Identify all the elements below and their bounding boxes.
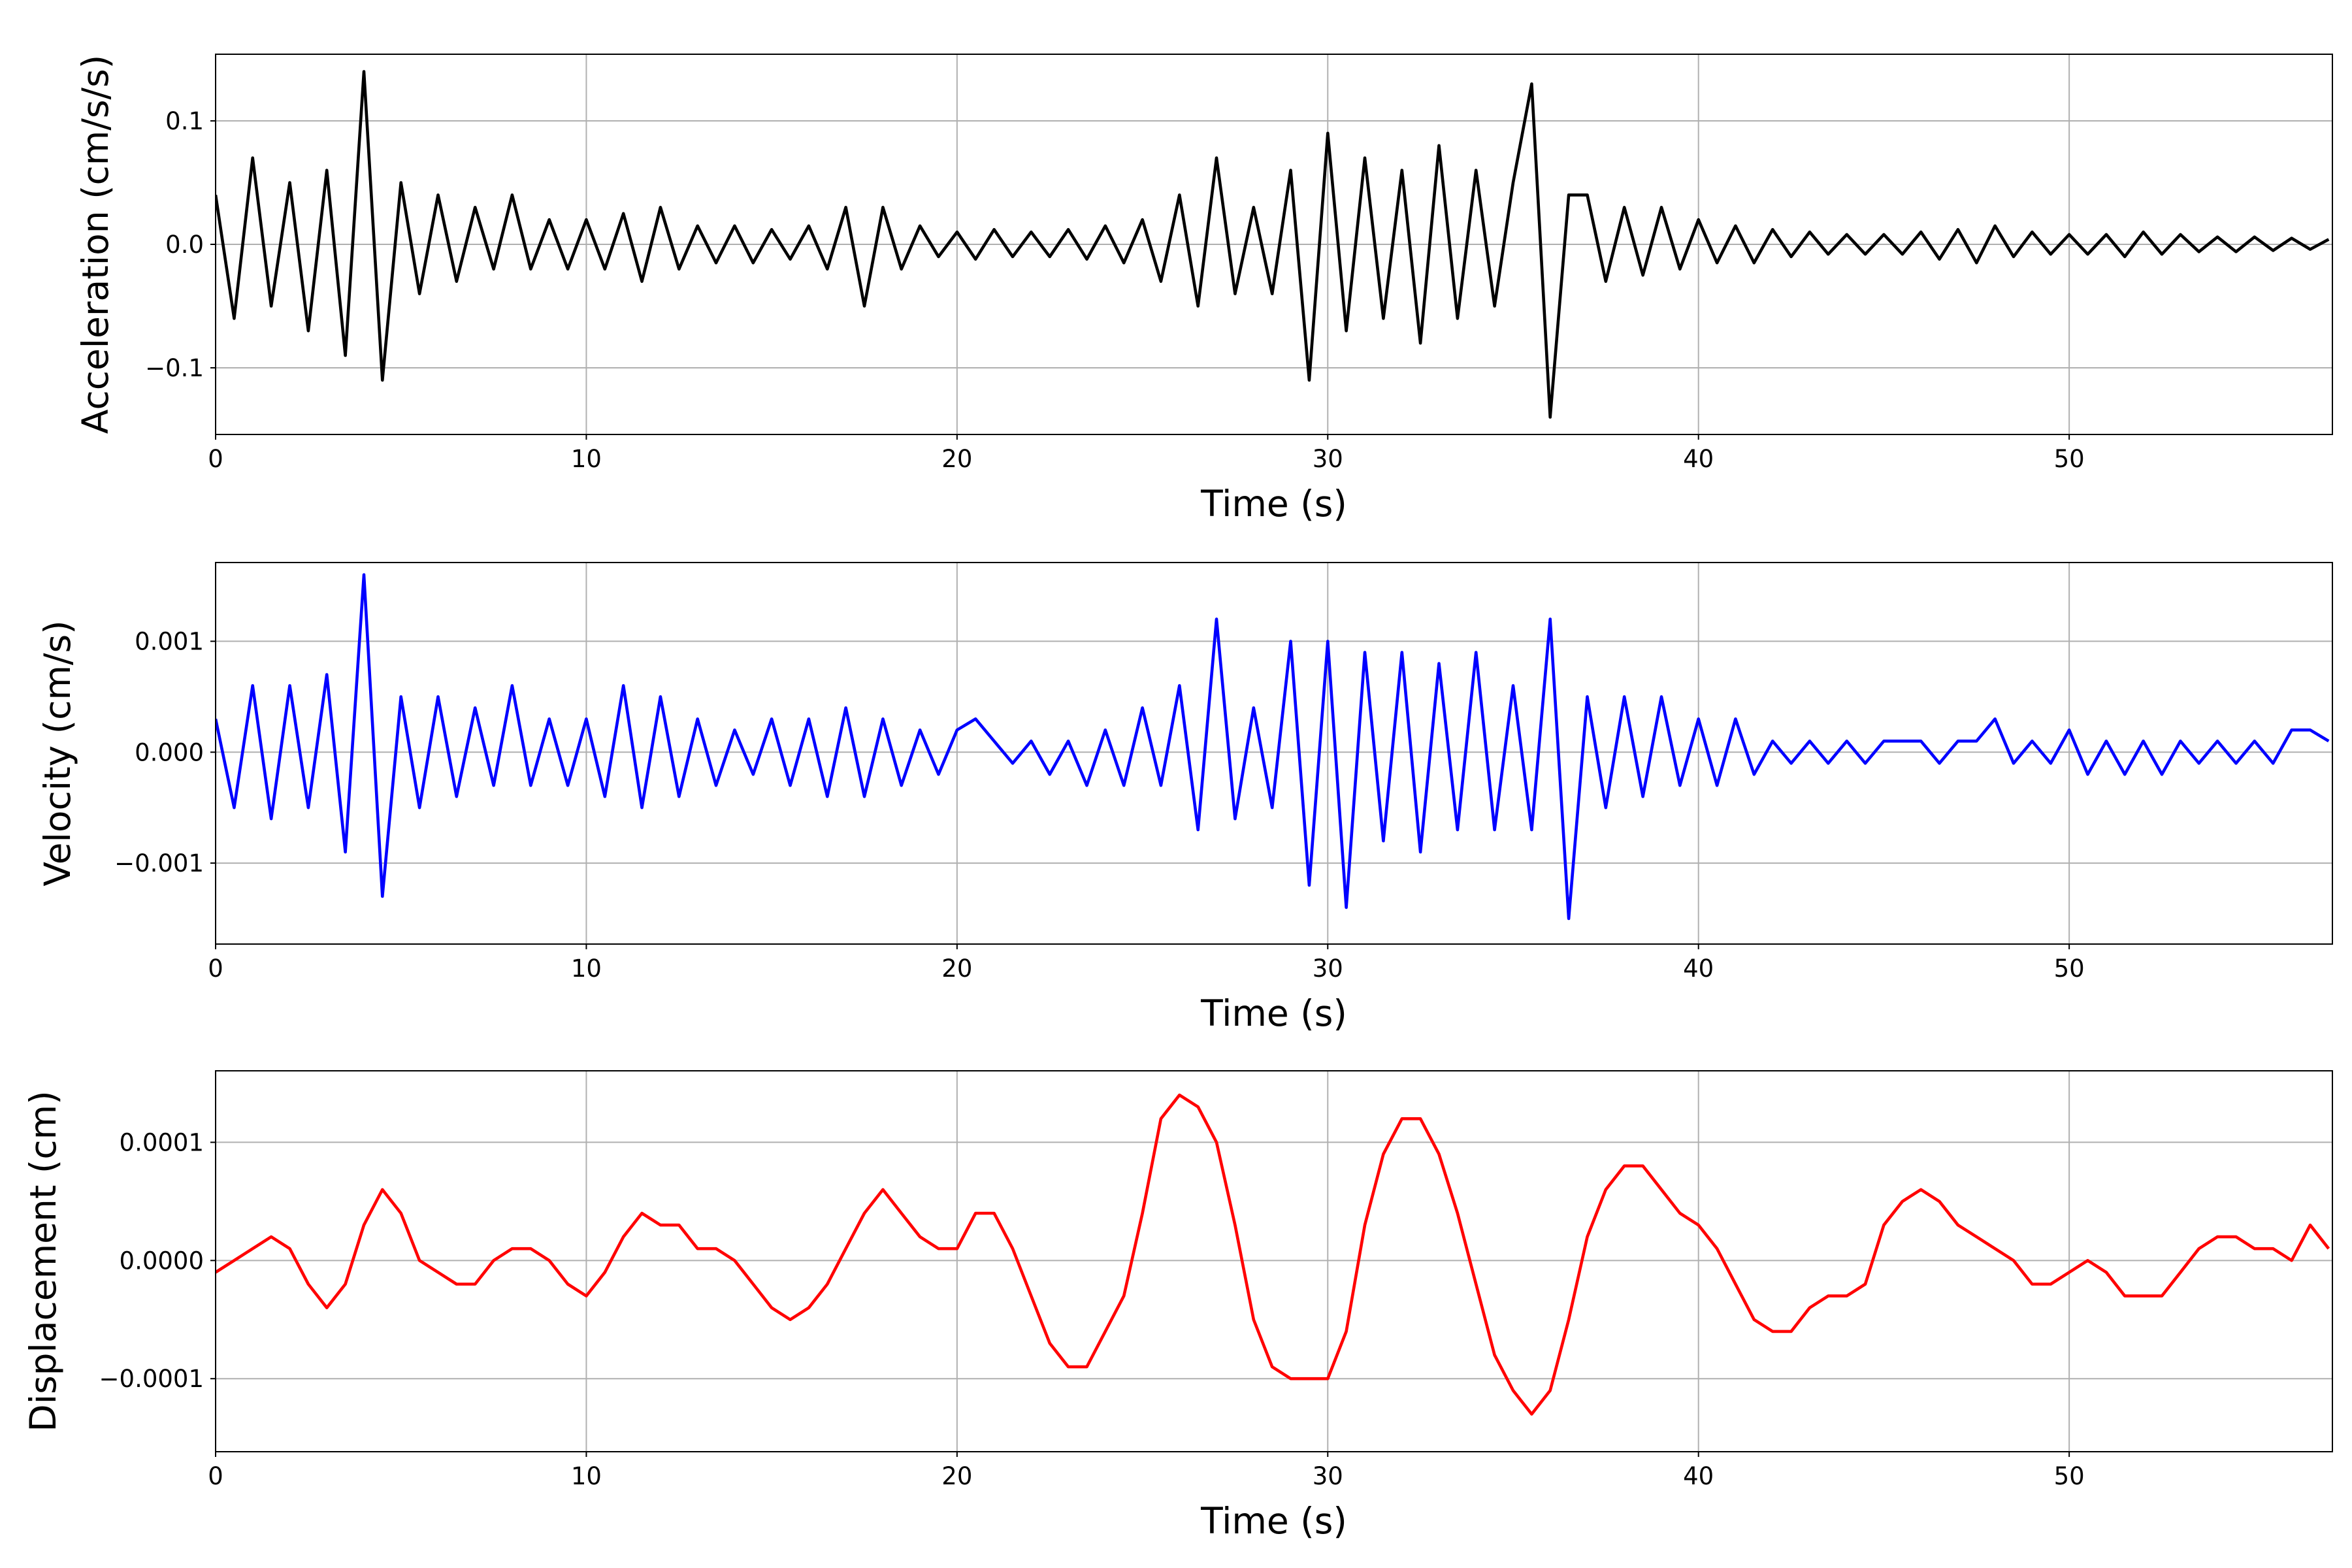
y-axis-label: Velocity (cm/s) xyxy=(37,620,78,886)
y-axis-label: Acceleration (cm/s/s) xyxy=(74,55,116,434)
y-tick-label: 0.0001 xyxy=(120,1128,204,1156)
y-tick-label: 0.1 xyxy=(165,107,204,135)
x-tick-label: 0 xyxy=(208,955,223,983)
x-tick-label: 30 xyxy=(1313,445,1343,473)
y-tick-label: 0.001 xyxy=(135,628,204,656)
signal-line xyxy=(216,70,2330,419)
axes-frame xyxy=(215,1070,2333,1452)
x-tick-label: 50 xyxy=(2054,1462,2085,1490)
y-tick-label: 0.000 xyxy=(135,738,204,766)
axes-frame xyxy=(215,562,2333,945)
y-tick-label: −0.001 xyxy=(114,849,204,877)
x-tick-label: 40 xyxy=(1683,445,1714,473)
y-tick-label: −0.1 xyxy=(145,354,204,382)
x-tick-label: 20 xyxy=(941,955,972,983)
signal-line xyxy=(216,573,2330,921)
x-tick-label: 20 xyxy=(941,445,972,473)
x-tick-label: 40 xyxy=(1683,955,1714,983)
signal-line xyxy=(216,1093,2330,1416)
y-tick-label: −0.0001 xyxy=(99,1365,204,1393)
y-axis-label: Displacement (cm) xyxy=(22,1090,64,1431)
y-tick-label: 0.0 xyxy=(165,231,204,259)
x-axis-label: Time (s) xyxy=(1200,483,1347,525)
x-tick-label: 0 xyxy=(208,1462,223,1490)
x-tick-label: 30 xyxy=(1313,1462,1343,1490)
x-tick-label: 0 xyxy=(208,445,223,473)
axes-frame xyxy=(215,54,2333,435)
x-tick-label: 10 xyxy=(571,955,602,983)
x-tick-label: 50 xyxy=(2054,955,2085,983)
x-tick-label: 10 xyxy=(571,445,602,473)
x-axis-label: Time (s) xyxy=(1200,992,1347,1034)
x-axis-label: Time (s) xyxy=(1200,1500,1347,1542)
x-tick-label: 40 xyxy=(1683,1462,1714,1490)
x-tick-label: 20 xyxy=(941,1462,972,1490)
x-tick-label: 10 xyxy=(571,1462,602,1490)
y-tick-label: 0.0000 xyxy=(120,1247,204,1275)
x-tick-label: 30 xyxy=(1313,955,1343,983)
x-tick-label: 50 xyxy=(2054,445,2085,473)
